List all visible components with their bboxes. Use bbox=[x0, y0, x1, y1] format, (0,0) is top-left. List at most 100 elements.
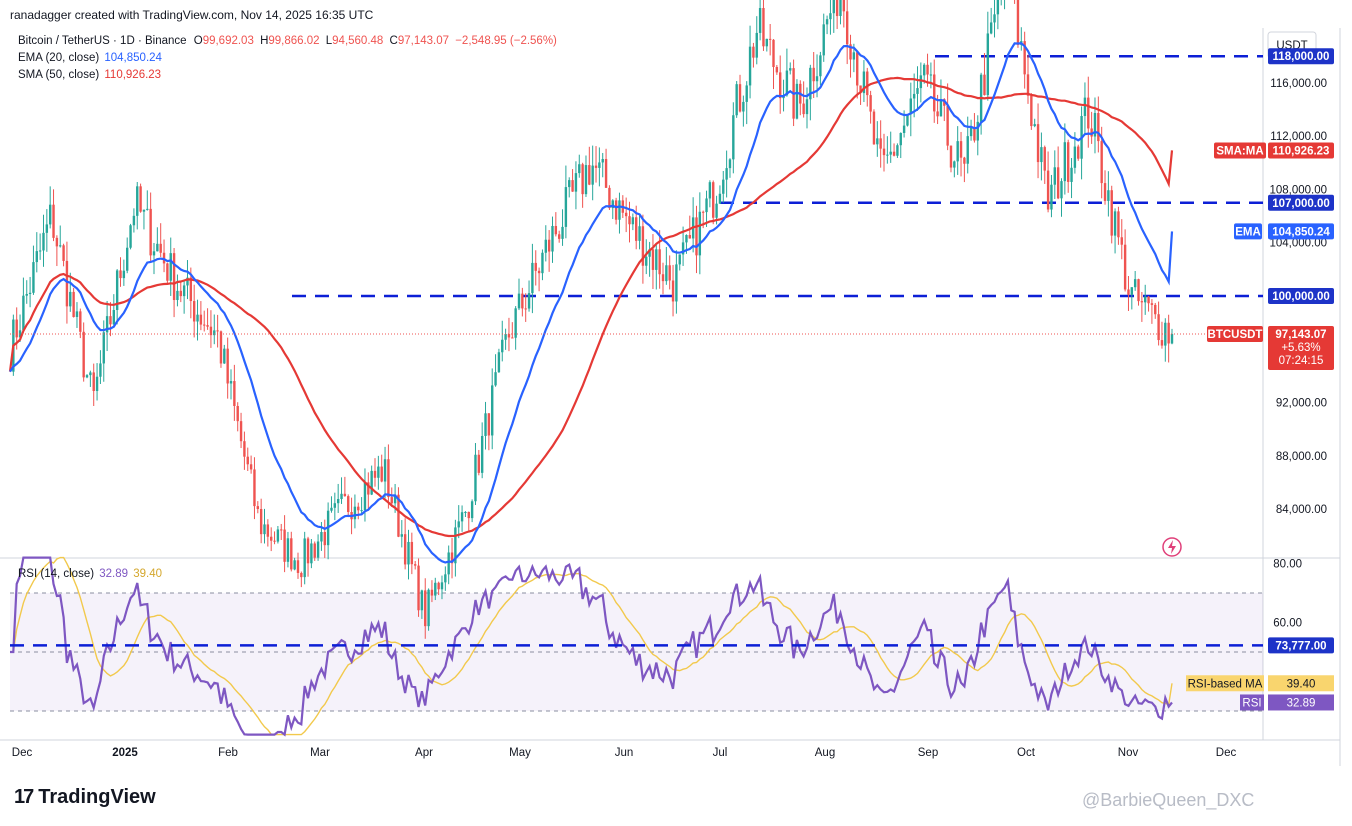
candle-body bbox=[323, 532, 326, 546]
candle-body bbox=[209, 326, 213, 336]
candle-body bbox=[203, 324, 206, 326]
candle-body bbox=[1050, 184, 1053, 210]
candle-body bbox=[256, 506, 260, 509]
candle-body bbox=[330, 507, 333, 511]
candle-body bbox=[223, 348, 226, 364]
candle-body bbox=[28, 292, 32, 295]
candle-body bbox=[363, 482, 367, 511]
candle-body bbox=[494, 372, 497, 386]
candle-body bbox=[832, 0, 835, 14]
candle-body bbox=[136, 186, 139, 216]
candle-body bbox=[1016, 0, 1020, 45]
price-tick-label: 92,000.00 bbox=[1276, 398, 1327, 410]
candle-body bbox=[614, 200, 618, 220]
candle-body bbox=[82, 331, 85, 378]
candle-body bbox=[1023, 41, 1026, 75]
candle-body bbox=[889, 151, 892, 155]
candle-body bbox=[959, 141, 963, 158]
btc-price-tag-text: +5.63% bbox=[1281, 342, 1320, 354]
candle-body bbox=[126, 247, 129, 271]
candle-body bbox=[742, 101, 745, 112]
candle-body bbox=[253, 469, 256, 507]
candle-body bbox=[303, 538, 306, 578]
candle-body bbox=[269, 536, 273, 541]
candle-body bbox=[611, 200, 614, 209]
time-tick-label: Apr bbox=[415, 747, 433, 759]
candle-body bbox=[1063, 142, 1067, 182]
symbol-title[interactable]: Bitcoin / TetherUS · 1D · Binance bbox=[18, 35, 187, 47]
candle-body bbox=[892, 151, 896, 156]
candle-body bbox=[594, 165, 598, 168]
ema-legend-label: EMA (20, close) bbox=[18, 52, 100, 64]
candle-body bbox=[1036, 124, 1040, 163]
candle-body bbox=[551, 225, 554, 252]
candle-body bbox=[554, 225, 558, 235]
candle-body bbox=[802, 103, 805, 115]
candle-body bbox=[835, 0, 839, 17]
candle-body bbox=[976, 121, 979, 141]
candle-body bbox=[1077, 146, 1080, 159]
candle-body bbox=[477, 454, 481, 473]
candle-body bbox=[390, 497, 393, 504]
ohlc-close-label: C bbox=[389, 35, 398, 47]
candle-body bbox=[517, 293, 521, 309]
candle-body bbox=[872, 111, 876, 145]
candle-body bbox=[316, 541, 320, 558]
candle-body bbox=[1043, 147, 1046, 171]
candle-body bbox=[1087, 97, 1090, 129]
sma-name-tag-bg bbox=[1214, 142, 1266, 159]
candle-body bbox=[561, 226, 564, 239]
candle-body bbox=[1053, 167, 1056, 185]
candle-body bbox=[628, 216, 631, 225]
candle-body bbox=[688, 235, 691, 239]
candle-body bbox=[1026, 74, 1030, 96]
candle-body bbox=[333, 503, 337, 508]
candle-body bbox=[444, 574, 447, 583]
candle-body bbox=[85, 375, 89, 378]
candle-body bbox=[564, 187, 568, 227]
candle-body bbox=[286, 538, 290, 562]
candle-body bbox=[768, 38, 772, 40]
candle-body bbox=[661, 274, 665, 282]
candle-body bbox=[641, 226, 645, 266]
rsi-pane: 80.00 60.00 RSI-based MA 39.40 RSI 32.89 bbox=[10, 556, 1334, 737]
tradingview-logo[interactable]: 17 TradingView bbox=[14, 786, 156, 809]
candle-body bbox=[464, 511, 467, 513]
ema-legend[interactable]: EMA (20, close) 104,850.24 bbox=[18, 52, 162, 64]
candle-body bbox=[812, 67, 815, 82]
time-tick-label: 2025 bbox=[112, 747, 138, 759]
candle-body bbox=[779, 72, 782, 99]
candle-body bbox=[762, 8, 765, 47]
candle-body bbox=[72, 291, 75, 317]
sma-legend[interactable]: SMA (50, close) 110,926.23 bbox=[18, 69, 161, 81]
ema-value-tag-text: 104,850.24 bbox=[1272, 226, 1330, 238]
candle-body bbox=[293, 560, 296, 570]
alert-icon[interactable] bbox=[1162, 537, 1182, 557]
candle-body bbox=[387, 459, 390, 498]
candle-body bbox=[902, 125, 906, 134]
candle-body bbox=[380, 466, 383, 482]
candle-body bbox=[805, 99, 809, 115]
level-tag-bg bbox=[1268, 48, 1334, 65]
candle-body bbox=[541, 252, 544, 274]
candle-body bbox=[149, 208, 152, 256]
candle-body bbox=[1040, 147, 1043, 163]
candle-body bbox=[712, 182, 715, 218]
level-tag-bg bbox=[1268, 194, 1334, 211]
candle-body bbox=[410, 541, 414, 565]
candle-body bbox=[1103, 183, 1107, 201]
candle-body bbox=[953, 161, 956, 168]
price-tags: 118,000.00 107,000.00 100,000.00 73,777.00 S… bbox=[1207, 48, 1334, 654]
rsi-legend[interactable]: RSI (14, close) 32.89 39.40 bbox=[18, 568, 162, 580]
candle-body bbox=[886, 154, 889, 156]
ohlc-high-label: H bbox=[260, 35, 269, 47]
candle-body bbox=[752, 46, 755, 58]
ema-20-line bbox=[9, 42, 1174, 564]
candle-body bbox=[300, 572, 303, 578]
btc-price-tag-bg bbox=[1268, 326, 1334, 371]
candle-body bbox=[199, 314, 203, 325]
candle-body bbox=[598, 162, 601, 168]
ema-name-tag-text: EMA bbox=[1235, 226, 1261, 238]
time-tick-label: Sep bbox=[918, 747, 938, 759]
